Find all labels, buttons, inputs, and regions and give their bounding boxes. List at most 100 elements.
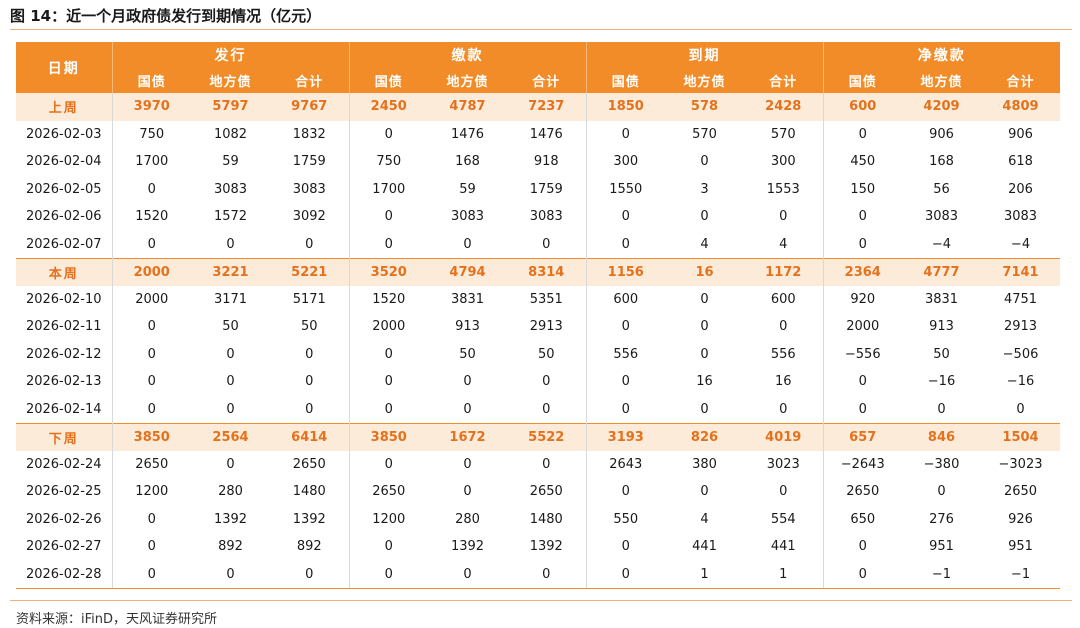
value-cell: −506: [1002, 346, 1039, 362]
value-cell: 1476: [529, 126, 563, 142]
value-cell: 50: [222, 319, 239, 335]
value-cell: 600: [585, 285, 665, 313]
value-cell: 56: [933, 181, 950, 197]
value-cell: 1700: [111, 148, 191, 176]
value-cell: 4809: [1002, 99, 1039, 115]
group-header-issuance: 发行: [111, 42, 349, 68]
sub-header-cell: 国债: [348, 68, 428, 93]
value-cell: 2000: [822, 313, 902, 341]
value-cell: 9767: [291, 99, 328, 115]
table-row: 2026-02-26 0 1392 1392 1200 280 1480 550 4 554 650…: [16, 505, 1060, 533]
value-cell: 1: [744, 560, 823, 589]
value-cell: 0: [779, 484, 788, 500]
value-cell: 3193: [585, 422, 665, 451]
value-cell: 550: [585, 505, 665, 533]
value-cell: 0: [348, 450, 428, 478]
value-cell: 0: [428, 560, 507, 589]
value-cell: 16: [665, 257, 744, 286]
value-cell: 1832: [292, 126, 326, 142]
value-cell: 441: [692, 539, 717, 555]
value-cell: 0: [1016, 401, 1025, 417]
value-cell: 0: [348, 120, 428, 148]
table-row: 2026-02-04 1700 59 1759 750 168 918 300 0 300 450 1…: [16, 148, 1060, 176]
value-cell: 618: [1008, 154, 1033, 170]
value-cell: 4: [700, 236, 709, 252]
bond-issuance-table: 日期 发行 缴款 到期 净缴款 国债 地方债 合计 国债 地方债 合计 国债 地方债 合计 国债地…: [16, 42, 1061, 589]
value-cell: 0: [305, 374, 314, 390]
value-cell: 1520: [348, 285, 428, 313]
value-cell: 0: [270, 560, 349, 589]
value-cell: 0: [463, 456, 472, 472]
value-cell: 150: [822, 175, 902, 203]
table-row: 2026-02-10 2000 3171 5171 1520 3831 5351 600 0 60…: [16, 285, 1060, 313]
value-cell: 1850: [585, 93, 665, 121]
value-cell: 4: [700, 511, 709, 527]
value-cell: 3970: [111, 93, 191, 121]
summary-row: 下周 3850 2564 6414 3850 1672 5522 3193 826 4019 657…: [16, 422, 1061, 451]
value-cell: 0: [305, 236, 314, 252]
value-cell: 920: [822, 285, 902, 313]
date-cell: 2026-02-14: [25, 401, 102, 417]
value-cell: 0: [700, 401, 709, 417]
value-cell: 892: [296, 539, 322, 555]
value-cell: 8314: [507, 257, 586, 286]
value-cell: 0: [779, 319, 788, 335]
value-cell: 3221: [191, 257, 270, 286]
value-cell: 2000: [348, 313, 428, 341]
table-row: 2026-02-27 0 892 892 0 1392 1392 0 441 441 0 951 951: [16, 533, 1060, 561]
value-cell: 570: [770, 126, 796, 142]
group-header-net-payment: 净缴款: [822, 42, 1061, 68]
value-cell: −1: [981, 560, 1061, 589]
value-cell: 1172: [744, 257, 823, 286]
date-cell: 2026-02-12: [25, 346, 102, 362]
value-cell: 0: [111, 230, 191, 258]
value-cell: 0: [348, 203, 428, 231]
value-cell: 3083: [529, 209, 563, 225]
value-cell: 650: [822, 505, 902, 533]
value-cell: 826: [665, 422, 744, 451]
summary-row: 上周 3970 5797 9767 2450 4787 7237 1850 578 2428 600…: [16, 93, 1061, 121]
value-cell: 3831: [924, 291, 959, 307]
value-cell: 913: [929, 319, 954, 335]
value-cell: 0: [822, 533, 902, 561]
value-cell: 2000: [111, 285, 191, 313]
value-cell: 0: [700, 291, 709, 307]
table-row: 2026-02-07 0 0 0 0 0 0 0 4 4 0 −4 −4: [16, 230, 1060, 258]
value-cell: 3850: [348, 422, 428, 451]
table-row: 2026-02-24 2650 0 2650 0 0 0 2643 380 3023 −2643 −3…: [16, 450, 1060, 478]
value-cell: 846: [902, 422, 981, 451]
date-cell: 2026-02-27: [25, 539, 102, 555]
value-cell: 0: [822, 560, 902, 589]
value-cell: 2650: [111, 450, 191, 478]
value-cell: 570: [692, 126, 717, 142]
value-cell: 0: [111, 368, 191, 396]
value-cell: 16: [696, 374, 713, 390]
value-cell: 1476: [450, 126, 485, 142]
value-cell: 1392: [450, 539, 485, 555]
value-cell: 4794: [428, 257, 507, 286]
value-cell: 280: [455, 511, 480, 527]
value-cell: 918: [533, 154, 559, 170]
value-cell: 1759: [292, 154, 326, 170]
value-cell: 0: [700, 209, 709, 225]
value-cell: 0: [937, 484, 946, 500]
sub-header-cell: 地方债: [902, 68, 981, 93]
value-cell: 2913: [1003, 319, 1038, 335]
value-cell: 0: [585, 560, 665, 589]
value-cell: 0: [348, 340, 428, 368]
value-cell: 4787: [449, 99, 486, 115]
value-cell: 0: [585, 478, 665, 506]
value-cell: 3023: [766, 456, 800, 472]
value-cell: 1392: [529, 539, 563, 555]
table-body: 上周 3970 5797 9767 2450 4787 7237 1850 578 2428 600…: [16, 93, 1061, 589]
value-cell: 2650: [1003, 484, 1038, 500]
value-cell: 4209: [923, 99, 960, 115]
value-cell: 0: [585, 395, 665, 423]
value-cell: 750: [348, 148, 428, 176]
value-cell: 16: [774, 374, 792, 390]
value-cell: −2643: [822, 450, 902, 478]
value-cell: 50: [300, 319, 318, 335]
value-cell: 0: [226, 374, 235, 390]
value-cell: 5351: [529, 291, 563, 307]
value-cell: 441: [770, 539, 796, 555]
